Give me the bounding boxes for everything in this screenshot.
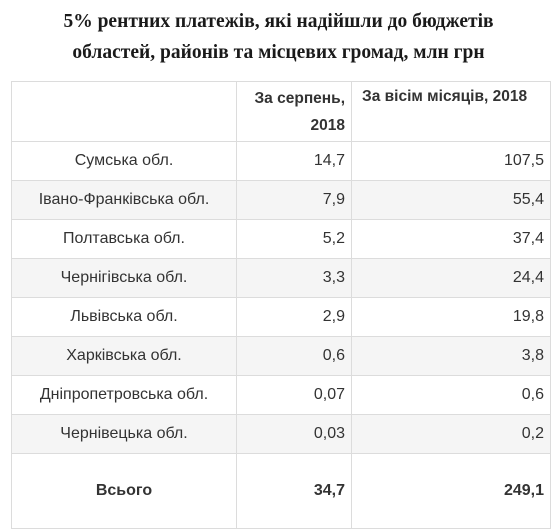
- table-row: Полтавська обл. 5,2 37,4: [11, 219, 551, 259]
- header-august: За серпень, 2018: [236, 81, 352, 142]
- august-cell: 3,3: [236, 258, 352, 298]
- total-eight-months: 249,1: [351, 453, 551, 529]
- eight-months-cell: 107,5: [351, 141, 551, 181]
- august-cell: 0,6: [236, 336, 352, 376]
- table-row: Чернігівська обл. 3,3 24,4: [11, 258, 551, 298]
- header-eight-months: За вісім місяців, 2018: [351, 81, 551, 142]
- region-cell: Харківська обл.: [11, 336, 237, 376]
- region-cell: Чернівецька обл.: [11, 414, 237, 454]
- rent-payments-table: За серпень, 2018 За вісім місяців, 2018 …: [11, 81, 551, 529]
- august-cell: 5,2: [236, 219, 352, 259]
- total-row: Всього 34,7 249,1: [11, 453, 551, 529]
- eight-months-cell: 37,4: [351, 219, 551, 259]
- august-cell: 0,07: [236, 375, 352, 415]
- title-line-1: 5% рентних платежів, які надійшли до бюд…: [63, 11, 494, 32]
- title-line-2: областей, районів та місцевих громад, мл…: [72, 42, 485, 63]
- table-row: Сумська обл. 14,7 107,5: [11, 141, 551, 181]
- eight-months-cell: 0,2: [351, 414, 551, 454]
- table-row: Львівська обл. 2,9 19,8: [11, 297, 551, 337]
- august-cell: 0,03: [236, 414, 352, 454]
- august-cell: 14,7: [236, 141, 352, 181]
- total-august: 34,7: [236, 453, 352, 529]
- table-row: Чернівецька обл. 0,03 0,2: [11, 414, 551, 454]
- eight-months-cell: 0,6: [351, 375, 551, 415]
- august-cell: 2,9: [236, 297, 352, 337]
- header-row: За серпень, 2018 За вісім місяців, 2018: [11, 81, 551, 142]
- region-cell: Івано-Франківська обл.: [11, 180, 237, 220]
- eight-months-cell: 24,4: [351, 258, 551, 298]
- eight-months-cell: 55,4: [351, 180, 551, 220]
- table-row: Івано-Франківська обл. 7,9 55,4: [11, 180, 551, 220]
- region-cell: Чернігівська обл.: [11, 258, 237, 298]
- page-title: 5% рентних платежів, які надійшли до бюд…: [0, 6, 557, 68]
- region-cell: Полтавська обл.: [11, 219, 237, 259]
- region-cell: Львівська обл.: [11, 297, 237, 337]
- region-cell: Дніпропетровська обл.: [11, 375, 237, 415]
- total-label: Всього: [11, 453, 237, 529]
- table-row: Дніпропетровська обл. 0,07 0,6: [11, 375, 551, 415]
- eight-months-cell: 19,8: [351, 297, 551, 337]
- header-region: [11, 81, 237, 142]
- eight-months-cell: 3,8: [351, 336, 551, 376]
- august-cell: 7,9: [236, 180, 352, 220]
- table-row: Харківська обл. 0,6 3,8: [11, 336, 551, 376]
- region-cell: Сумська обл.: [11, 141, 237, 181]
